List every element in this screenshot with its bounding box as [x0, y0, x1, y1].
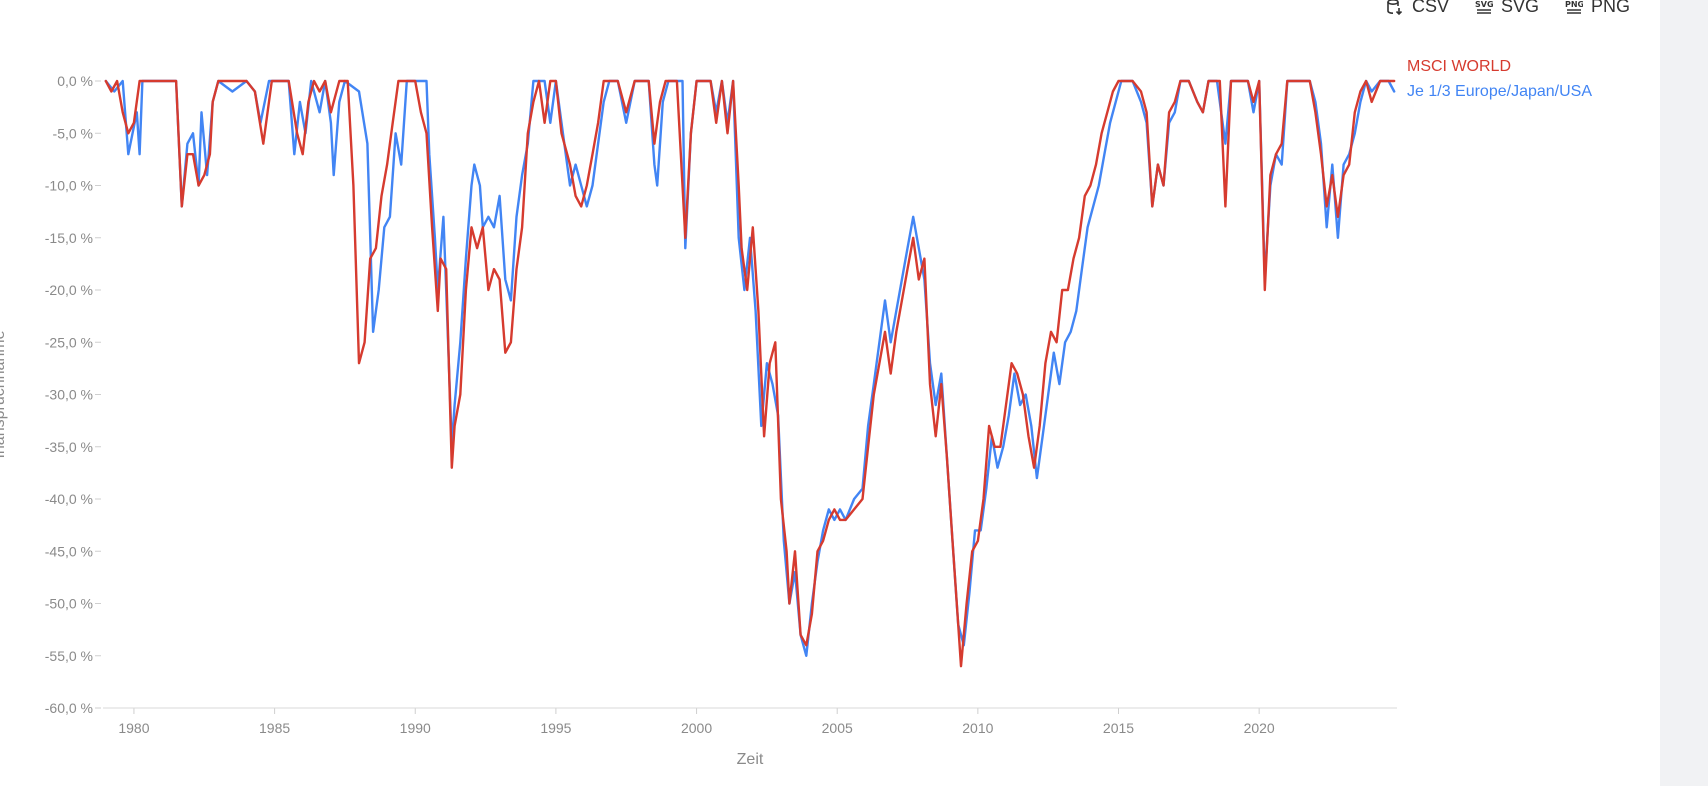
y-tick-label: -5,0 % — [53, 125, 93, 141]
legend: MSCI WORLD Je 1/3 Europe/Japan/USA — [1407, 58, 1592, 100]
x-tick-label: 2010 — [962, 720, 993, 736]
y-tick-label: -40,0 % — [45, 491, 93, 507]
csv-download-icon — [1387, 0, 1403, 16]
series-line-je-1-3-europe-japan-usa — [104, 79, 1396, 657]
x-tick-label: 2005 — [822, 720, 853, 736]
png-download-icon: PNG — [1565, 0, 1583, 14]
x-tick-label: 2020 — [1244, 720, 1275, 736]
y-axis: 0,0 % -5,0 % -10,0 % -15,0 % -20,0 % -25,0 % -… — [45, 73, 101, 716]
y-tick-label: -35,0 % — [45, 439, 93, 455]
y-tick-label: -20,0 % — [45, 282, 93, 298]
svg-text:PNG: PNG — [1565, 0, 1583, 9]
y-tick-label: -45,0 % — [45, 543, 93, 559]
y-tick-label: -55,0 % — [45, 648, 93, 664]
x-tick-label: 1995 — [540, 720, 571, 736]
y-axis-title: Inanspruchnahme — [0, 330, 8, 458]
export-toolbar: CSV SVG SVG PNG PNG — [1386, 0, 1630, 20]
y-tick-label: -60,0 % — [45, 700, 93, 716]
x-tick-label: 1990 — [400, 720, 431, 736]
x-axis-title: Zeit — [737, 751, 764, 768]
x-axis: 1980 1985 1990 1995 2000 2005 2010 2015 2020 — [118, 708, 1275, 736]
csv-label: CSV — [1411, 0, 1449, 16]
x-tick-label: 1985 — [259, 720, 290, 736]
y-tick-label: 0,0 % — [57, 73, 93, 89]
x-tick-label: 2000 — [681, 720, 712, 736]
y-tick-label: -25,0 % — [45, 334, 93, 350]
series-lines — [104, 79, 1396, 668]
csv-export-button[interactable]: CSV — [1386, 0, 1449, 17]
png-export-button[interactable]: PNG PNG — [1565, 0, 1630, 17]
drawdown-chart: 0,0 % -5,0 % -10,0 % -15,0 % -20,0 % -25,0 % -… — [0, 58, 1592, 768]
x-tick-label: 1980 — [118, 720, 149, 736]
png-label: PNG — [1590, 0, 1630, 16]
legend-item[interactable]: Je 1/3 Europe/Japan/USA — [1407, 83, 1592, 100]
svg-text:SVG: SVG — [1475, 0, 1493, 9]
svg-export-button[interactable]: SVG SVG — [1475, 0, 1539, 17]
svg-label: SVG — [1500, 0, 1539, 16]
scrollbar-track[interactable] — [1660, 0, 1708, 786]
legend-item[interactable]: MSCI WORLD — [1407, 58, 1511, 75]
svg-download-icon: SVG — [1475, 0, 1493, 14]
y-tick-label: -30,0 % — [45, 387, 93, 403]
x-tick-label: 2015 — [1103, 720, 1134, 736]
y-tick-label: -50,0 % — [45, 596, 93, 612]
y-tick-label: -15,0 % — [45, 230, 93, 246]
series-line-msci-world — [104, 79, 1396, 668]
y-tick-label: -10,0 % — [45, 178, 93, 194]
